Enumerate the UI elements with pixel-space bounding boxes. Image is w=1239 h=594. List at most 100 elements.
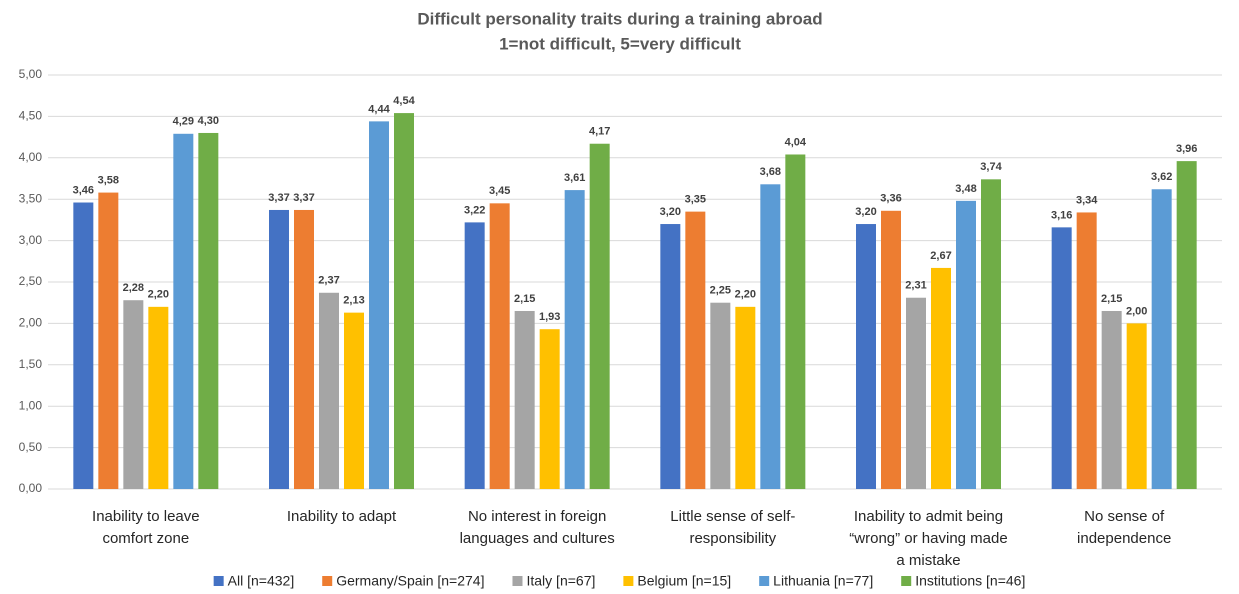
value-label: 2,20	[735, 289, 756, 301]
bar	[489, 203, 510, 489]
legend-label: Italy [n=67]	[526, 573, 595, 589]
value-label: 3,61	[564, 172, 585, 184]
legend-label: Lithuania [n=77]	[773, 573, 873, 589]
bar	[710, 302, 731, 489]
x-tick-label: No sense of	[1084, 508, 1165, 525]
value-label: 2,28	[123, 282, 144, 294]
bar	[369, 121, 389, 490]
x-tick-label: No interest in foreign	[468, 508, 606, 525]
y-tick-label: 2,50	[19, 274, 43, 288]
x-tick-label: Inability to adapt	[287, 508, 397, 525]
value-label: 4,17	[589, 126, 610, 138]
bar	[148, 306, 169, 489]
bar	[539, 329, 560, 489]
value-label: 3,35	[685, 194, 706, 206]
y-tick-label: 0,50	[19, 440, 43, 454]
value-label: 4,54	[393, 95, 415, 107]
x-tick-label: languages and cultures	[460, 530, 615, 547]
bar	[198, 132, 219, 489]
x-tick-label: “wrong” or having made	[849, 530, 1007, 547]
y-tick-label: 5,00	[19, 67, 43, 81]
y-tick-label: 2,00	[19, 316, 43, 330]
bar	[319, 292, 339, 489]
bar	[931, 267, 951, 489]
value-label: 3,22	[464, 204, 485, 216]
legend-label: All [n=432]	[228, 573, 295, 589]
chart-subtitle: 1=not difficult, 5=very difficult	[499, 34, 741, 53]
value-label: 2,67	[930, 250, 951, 262]
value-label: 4,30	[198, 115, 219, 127]
value-label: 3,45	[489, 185, 510, 197]
chart-title: Difficult personality traits during a tr…	[417, 9, 822, 28]
bar	[123, 300, 144, 489]
bar	[564, 190, 585, 490]
y-tick-label: 1,50	[19, 357, 43, 371]
x-tick-label: comfort zone	[102, 530, 189, 547]
value-label: 3,20	[855, 206, 876, 218]
bar	[760, 184, 781, 489]
value-label: 3,74	[980, 161, 1002, 173]
bar	[881, 210, 901, 490]
legend-label: Institutions [n=46]	[915, 573, 1025, 589]
bar	[514, 310, 535, 489]
value-label: 3,37	[293, 192, 314, 204]
bar	[1076, 212, 1097, 489]
value-label: 3,68	[760, 166, 781, 178]
value-label: 2,37	[318, 275, 339, 287]
bar	[1101, 310, 1122, 489]
value-label: 2,20	[148, 289, 169, 301]
x-tick-label: Inability to admit being	[854, 508, 1003, 525]
bar	[981, 179, 1001, 489]
bar	[1126, 323, 1147, 489]
bar	[906, 297, 926, 489]
x-tick-label: independence	[1077, 530, 1171, 547]
y-tick-label: 4,50	[19, 109, 43, 123]
x-tick-label: Inability to leave	[92, 508, 200, 525]
value-label: 4,29	[173, 116, 194, 128]
legend-label: Belgium [n=15]	[637, 573, 731, 589]
bar	[856, 224, 876, 490]
value-label: 3,37	[268, 192, 289, 204]
legend-swatch	[623, 576, 634, 586]
value-label: 1,93	[539, 311, 560, 323]
bar	[785, 154, 806, 489]
bar	[685, 211, 706, 489]
x-tick-label: a mistake	[896, 552, 960, 569]
legend-label: Germany/Spain [n=274]	[336, 573, 484, 589]
bar	[1176, 161, 1197, 489]
x-tick-label: Little sense of self-	[670, 508, 795, 525]
legend-swatch	[213, 576, 224, 586]
y-tick-label: 3,50	[19, 191, 43, 205]
y-tick-label: 4,00	[19, 150, 43, 164]
value-label: 3,96	[1176, 143, 1197, 155]
y-tick-label: 3,00	[19, 233, 43, 247]
bar	[294, 209, 314, 490]
value-label: 2,13	[343, 295, 364, 307]
bar	[173, 133, 194, 489]
value-label: 2,15	[1101, 293, 1122, 305]
value-label: 2,25	[710, 285, 731, 297]
bar	[1051, 227, 1072, 490]
value-label: 4,44	[368, 103, 390, 115]
bar	[344, 312, 364, 489]
bar	[735, 306, 756, 489]
x-tick-label: responsibility	[689, 530, 776, 547]
legend-swatch	[901, 576, 912, 586]
bar	[589, 143, 610, 489]
bar	[464, 222, 485, 489]
bar	[73, 202, 94, 489]
y-tick-label: 1,00	[19, 398, 43, 412]
value-label: 3,36	[880, 193, 901, 205]
value-label: 3,46	[73, 184, 94, 196]
value-label: 3,48	[955, 183, 976, 195]
legend-swatch	[322, 576, 333, 586]
value-label: 3,34	[1076, 194, 1098, 206]
y-tick-label: 0,00	[19, 481, 43, 495]
value-label: 2,31	[905, 280, 926, 292]
value-label: 3,16	[1051, 209, 1072, 221]
value-label: 3,20	[660, 206, 681, 218]
bar	[269, 209, 289, 490]
bar	[394, 113, 414, 489]
value-label: 2,15	[514, 293, 535, 305]
